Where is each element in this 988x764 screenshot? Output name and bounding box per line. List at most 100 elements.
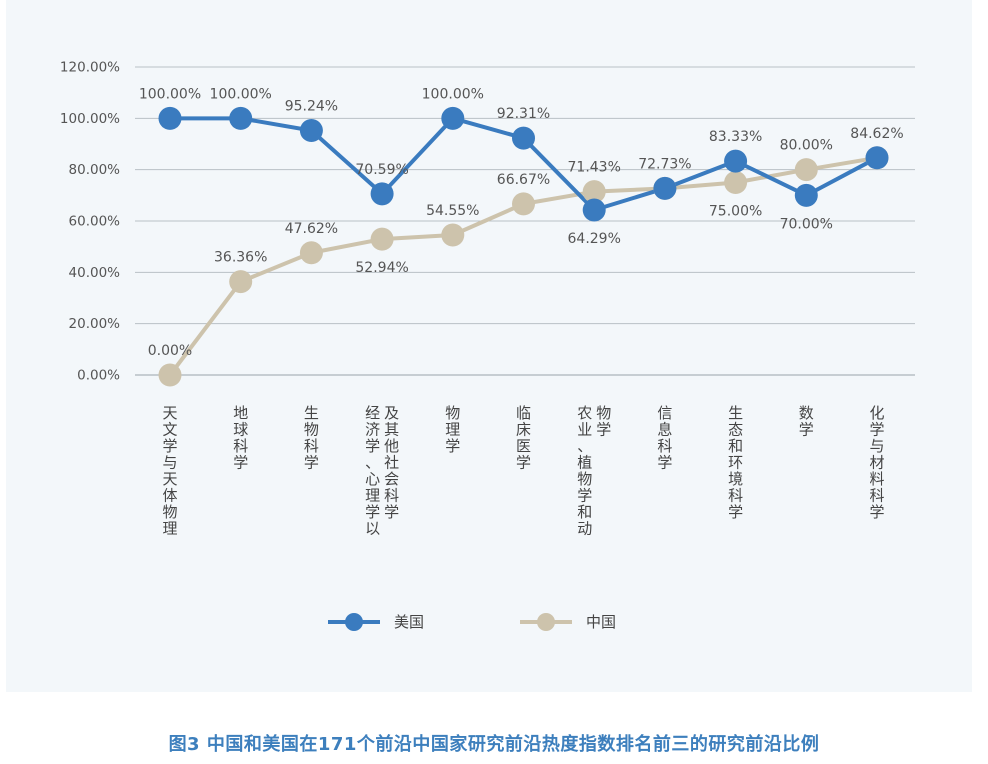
line-chart: 0.00% 20.00% 40.00% 60.00% 80.00% 100.00% 120.… xyxy=(60,60,915,631)
svg-text:学: 学 xyxy=(869,503,884,521)
svg-text:理: 理 xyxy=(162,520,177,538)
svg-text:中国: 中国 xyxy=(586,613,616,631)
x-tick-label: 物理学 xyxy=(445,404,460,455)
svg-text:学: 学 xyxy=(657,454,672,472)
svg-text:物: 物 xyxy=(596,404,611,422)
svg-text:学: 学 xyxy=(445,437,460,455)
legend-item: 美国 xyxy=(328,613,424,631)
svg-text:学: 学 xyxy=(304,454,319,472)
figure-caption: 图3 中国和美国在171个前沿中国家研究前沿热度指数排名前三的研究前沿比例 xyxy=(168,734,820,755)
data-point xyxy=(370,182,394,206)
data-point xyxy=(582,180,606,204)
svg-text:物: 物 xyxy=(304,421,319,439)
svg-text:社: 社 xyxy=(384,454,399,472)
svg-text:数: 数 xyxy=(799,404,814,422)
data-label: 80.00% xyxy=(780,138,833,154)
svg-text:理: 理 xyxy=(365,487,380,505)
data-label: 100.00% xyxy=(422,86,484,102)
y-tick-label: 60.00% xyxy=(69,214,121,230)
y-tick-label: 100.00% xyxy=(60,111,120,127)
legend-item: 中国 xyxy=(520,613,616,631)
svg-text:生: 生 xyxy=(304,404,319,422)
series-lines xyxy=(168,116,878,377)
data-point xyxy=(299,119,323,143)
data-label: 36.36% xyxy=(214,250,267,266)
svg-text:文: 文 xyxy=(162,421,177,439)
y-tick-label: 0.00% xyxy=(77,368,120,384)
data-point xyxy=(794,158,818,182)
data-point xyxy=(582,198,606,222)
data-point xyxy=(370,227,394,251)
data-point xyxy=(229,270,253,294)
data-label: 47.62% xyxy=(285,221,338,237)
svg-text:材: 材 xyxy=(869,454,884,472)
svg-text:生: 生 xyxy=(728,404,743,422)
x-tick-label: 数学 xyxy=(799,404,814,439)
data-label: 100.00% xyxy=(210,86,272,102)
svg-text:理: 理 xyxy=(445,421,460,439)
svg-text:和: 和 xyxy=(728,437,743,455)
svg-text:学: 学 xyxy=(728,503,743,521)
svg-text:息: 息 xyxy=(657,421,672,439)
data-label: 64.29% xyxy=(568,231,621,247)
svg-text:农: 农 xyxy=(577,404,592,422)
svg-text:态: 态 xyxy=(728,421,743,439)
data-label: 100.00% xyxy=(139,86,201,102)
y-tick-label: 120.00% xyxy=(60,60,120,76)
svg-text:环: 环 xyxy=(728,454,743,472)
svg-text:球: 球 xyxy=(233,421,248,439)
data-label: 84.62% xyxy=(850,126,903,142)
data-label: 54.55% xyxy=(426,203,479,219)
svg-text:与: 与 xyxy=(869,437,884,455)
data-labels: 100.00% 100.00% 95.24% 70.59% 100.00% 92.31% 6… xyxy=(139,86,904,359)
svg-text:境: 境 xyxy=(728,470,743,488)
y-axis-labels: 0.00% 20.00% 40.00% 60.00% 80.00% 100.00% 120.… xyxy=(60,60,120,384)
svg-text:美国: 美国 xyxy=(394,613,424,631)
svg-text:化: 化 xyxy=(869,404,884,422)
svg-text:、: 、 xyxy=(365,454,380,472)
svg-text:料: 料 xyxy=(869,470,884,488)
svg-text:学: 学 xyxy=(365,503,380,521)
data-label: 71.43% xyxy=(568,160,621,176)
svg-text:心: 心 xyxy=(365,470,380,488)
data-point xyxy=(158,363,182,387)
svg-text:经: 经 xyxy=(365,404,380,422)
data-label: 72.73% xyxy=(638,156,691,172)
svg-text:及: 及 xyxy=(384,404,399,422)
data-label: 52.94% xyxy=(355,260,408,276)
svg-text:临: 临 xyxy=(516,404,531,422)
svg-text:业: 业 xyxy=(577,421,592,439)
data-point xyxy=(158,106,182,130)
svg-text:物: 物 xyxy=(445,404,460,422)
y-tick-label: 20.00% xyxy=(69,316,121,332)
data-point xyxy=(512,192,535,216)
data-label: 92.31% xyxy=(497,106,550,122)
data-point xyxy=(653,176,677,200)
svg-text:学: 学 xyxy=(365,437,380,455)
data-label: 70.00% xyxy=(780,216,833,232)
x-axis-labels: 天文学与天体物理地球科学生物科学经济学、心理学以及其他社会科学物理学临床医学农业… xyxy=(162,404,884,538)
svg-text:科: 科 xyxy=(233,437,248,455)
svg-text:他: 他 xyxy=(384,437,399,455)
data-point xyxy=(441,106,465,130)
data-label: 66.67% xyxy=(497,172,550,188)
svg-text:和: 和 xyxy=(577,503,592,521)
svg-text:济: 济 xyxy=(365,421,380,439)
data-point xyxy=(724,149,748,173)
svg-text:其: 其 xyxy=(384,421,399,439)
svg-text:动: 动 xyxy=(577,520,592,538)
svg-text:以: 以 xyxy=(365,520,380,538)
svg-text:与: 与 xyxy=(162,454,177,472)
svg-text:科: 科 xyxy=(304,437,319,455)
svg-text:天: 天 xyxy=(162,404,177,422)
data-point xyxy=(724,171,748,194)
svg-text:植: 植 xyxy=(577,454,592,472)
svg-text:学: 学 xyxy=(577,487,592,505)
